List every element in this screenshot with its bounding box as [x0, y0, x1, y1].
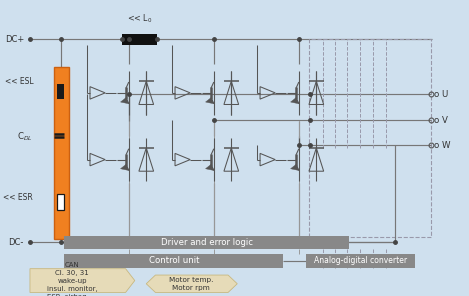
- Polygon shape: [291, 164, 299, 170]
- Text: DC-: DC-: [8, 238, 24, 247]
- Text: o W: o W: [434, 141, 451, 149]
- Text: Driver and error logic: Driver and error logic: [161, 238, 253, 247]
- Text: o U: o U: [434, 90, 448, 99]
- Bar: [64, 254, 283, 268]
- Polygon shape: [121, 164, 129, 170]
- Polygon shape: [291, 98, 299, 104]
- Bar: [306, 254, 415, 268]
- Polygon shape: [146, 275, 237, 292]
- Text: Control unit: Control unit: [149, 256, 199, 265]
- Text: << L$_0$: << L$_0$: [127, 12, 152, 25]
- Bar: [64, 236, 349, 249]
- Text: Motor temp.
Motor rpm: Motor temp. Motor rpm: [169, 277, 213, 291]
- Text: o V: o V: [434, 116, 448, 125]
- Bar: [57, 194, 64, 210]
- Bar: [57, 84, 64, 99]
- Text: DC+: DC+: [5, 35, 24, 44]
- Polygon shape: [205, 98, 214, 104]
- Bar: [122, 34, 157, 45]
- Bar: [54, 67, 68, 239]
- Polygon shape: [205, 164, 214, 170]
- Text: << ESR: << ESR: [3, 193, 33, 202]
- Text: CAN
Cl. 30, 31
wake-up
insul. monitor,
ESP, airbag, ...: CAN Cl. 30, 31 wake-up insul. monitor, E…: [46, 262, 98, 296]
- Text: Analog-digital converter: Analog-digital converter: [314, 256, 407, 265]
- Text: << ESL: << ESL: [5, 77, 33, 86]
- Text: C$_{DL}$: C$_{DL}$: [17, 130, 33, 143]
- Polygon shape: [121, 98, 129, 104]
- Bar: [309, 39, 431, 237]
- Polygon shape: [30, 269, 135, 292]
